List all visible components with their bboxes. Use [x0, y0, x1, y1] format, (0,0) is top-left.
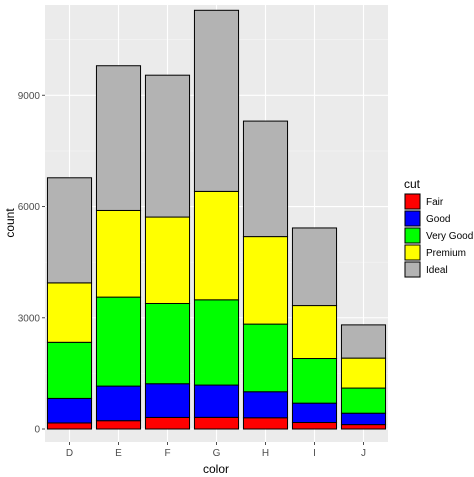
legend-label: Very Good [426, 231, 473, 242]
bar-segment-H-premium [242, 236, 289, 325]
y-tick-label: 9000 [18, 91, 41, 102]
bar-segment-F-very-good [144, 302, 191, 385]
bar-segment-J-very-good [340, 387, 387, 414]
legend-swatch-very-good [404, 227, 421, 244]
bar-segment-G-good [193, 384, 240, 418]
bar-segment-E-fair [95, 420, 142, 430]
bar-segment-J-good [340, 412, 387, 426]
x-tick-label: J [361, 448, 366, 459]
y-tick-label: 6000 [18, 202, 41, 213]
bar-segment-J-fair [340, 424, 387, 430]
legend-label: Good [426, 214, 450, 225]
x-tick-label: G [213, 448, 221, 459]
bar-segment-H-very-good [242, 323, 289, 393]
bar-segment-F-good [144, 383, 191, 418]
bar-segment-D-very-good [46, 341, 93, 399]
bar-segment-F-fair [144, 416, 191, 430]
x-axis-title: color [203, 462, 229, 476]
bar-segment-G-fair [193, 416, 240, 430]
bar-segment-H-fair [242, 417, 289, 430]
bar-segment-F-ideal [144, 74, 191, 218]
bar-segment-G-ideal [193, 9, 240, 192]
legend-swatch-fair [404, 193, 421, 210]
x-tick-label: D [66, 448, 73, 459]
y-axis: 0 3000 6000 9000 [18, 91, 45, 436]
bar-segment-I-fair [291, 422, 338, 430]
bar-segment-D-good [46, 397, 93, 424]
bar-segment-D-premium [46, 282, 93, 343]
bar-segment-E-premium [95, 209, 142, 298]
legend-title: cut [404, 177, 421, 191]
x-tick-label: F [164, 448, 170, 459]
legend-swatch-good [404, 210, 421, 227]
bar-segment-J-premium [340, 357, 387, 389]
x-tick-label: I [313, 448, 316, 459]
y-tick-label: 0 [34, 425, 40, 436]
bar-segment-H-ideal [242, 120, 289, 238]
legend-label: Ideal [426, 265, 448, 276]
bar-stacks [46, 9, 387, 430]
legend-swatch-premium [404, 244, 421, 261]
bar-segment-I-very-good [291, 358, 338, 404]
x-tick-label: E [115, 448, 122, 459]
bar-segment-G-very-good [193, 299, 240, 386]
bar-segment-H-good [242, 391, 289, 419]
legend-swatch-ideal [404, 261, 421, 278]
bar-segment-E-good [95, 385, 142, 422]
bar-segment-F-premium [144, 216, 191, 304]
bar-segment-D-fair [46, 422, 93, 430]
legend-label: Fair [426, 197, 444, 208]
bar-segment-E-ideal [95, 65, 142, 211]
x-tick-label: H [262, 448, 269, 459]
bar-segment-G-premium [193, 190, 240, 301]
y-tick-label: 3000 [18, 313, 41, 324]
legend-label: Premium [426, 248, 466, 259]
bar-segment-J-ideal [340, 324, 387, 359]
x-axis: D E F G H I J [66, 442, 366, 459]
y-axis-title: count [3, 208, 17, 238]
bar-segment-E-very-good [95, 296, 142, 387]
legend: cut Fair Good Very Good Premium Ideal [404, 177, 473, 278]
bar-segment-I-premium [291, 305, 338, 360]
bar-segment-D-ideal [46, 177, 93, 284]
bar-segment-I-ideal [291, 227, 338, 307]
bar-segment-I-good [291, 402, 338, 424]
